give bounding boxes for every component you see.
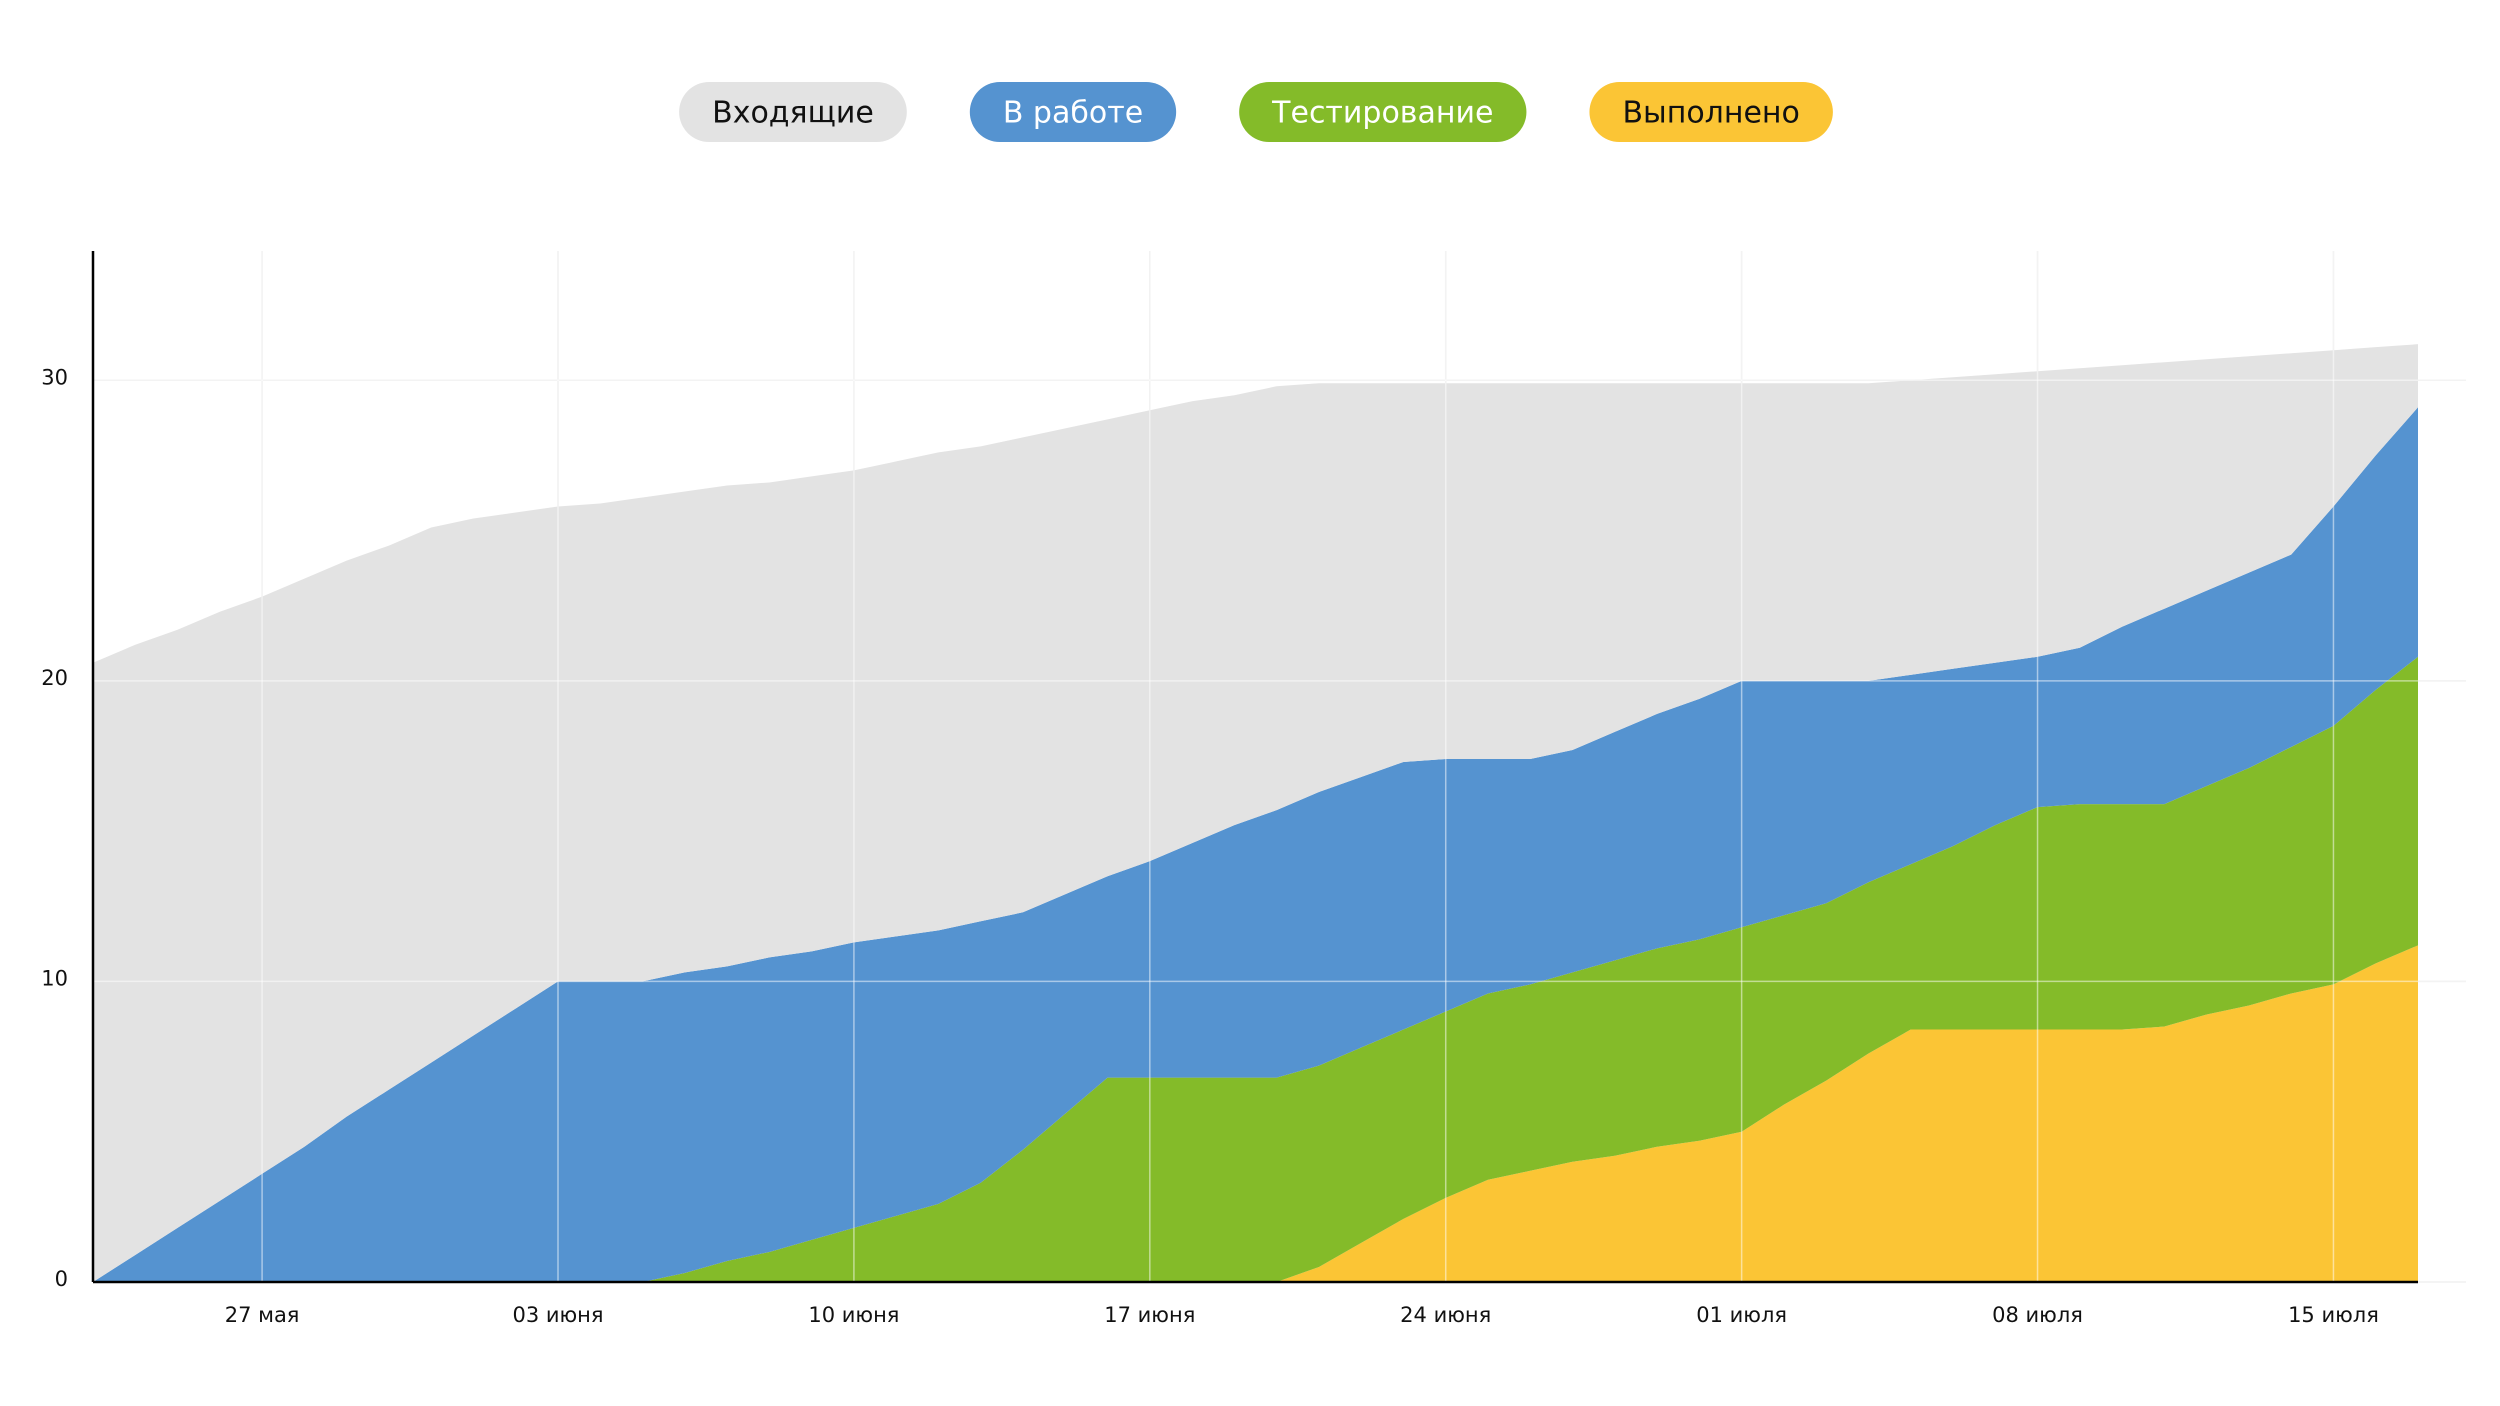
legend-label: В работе	[1003, 96, 1143, 131]
legend-pill	[969, 82, 1177, 142]
x-tick-label: 03 июня	[512, 1303, 603, 1327]
legend-label: Входящие	[712, 96, 874, 131]
legend-pill	[679, 82, 907, 142]
legend-item[interactable]: Входящие	[679, 82, 907, 142]
legend-label: Выполнено	[1622, 96, 1799, 131]
area	[93, 656, 2418, 1282]
y-tick-label: 10	[41, 966, 68, 990]
legend-item[interactable]: В работе	[969, 82, 1177, 142]
legend-pill	[1239, 82, 1527, 142]
y-tick-label: 0	[55, 1267, 68, 1291]
legend-item[interactable]: Тестирование	[1239, 82, 1527, 142]
x-tick-label: 17 июня	[1104, 1303, 1195, 1327]
legend-pill	[1589, 82, 1833, 142]
x-tick-label: 08 июля	[1992, 1303, 2083, 1327]
y-tick-label: 30	[41, 365, 68, 389]
y-tick-label: 20	[41, 666, 68, 690]
x-tick-label: 27 мая	[225, 1303, 300, 1327]
legend-item[interactable]: Выполнено	[1589, 82, 1833, 142]
area	[93, 344, 2418, 1282]
area	[93, 945, 2418, 1282]
x-tick-label: 01 июля	[1696, 1303, 1787, 1327]
legend-label: Тестирование	[1271, 96, 1493, 131]
x-tick-label: 10 июня	[808, 1303, 899, 1327]
x-tick-label: 24 июня	[1400, 1303, 1491, 1327]
x-tick-label: 15 июля	[2288, 1303, 2379, 1327]
area	[93, 407, 2418, 1282]
